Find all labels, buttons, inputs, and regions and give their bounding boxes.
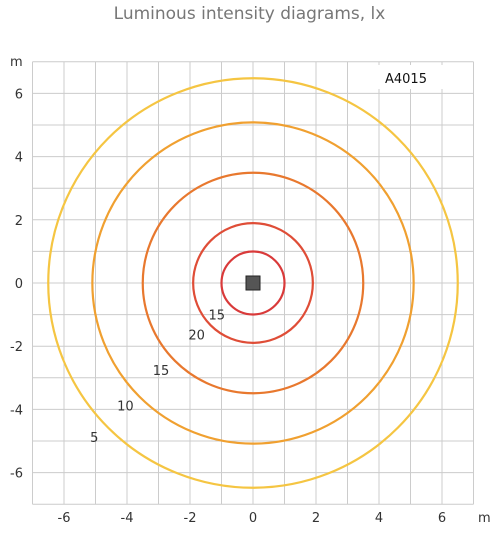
chart-title: Luminous intensity diagrams, lx: [113, 4, 386, 24]
model-label-box: [378, 65, 448, 89]
y-tick-label: 2: [15, 214, 23, 229]
contour-circle-2: [141, 171, 365, 395]
x-tick-label: 6: [438, 511, 446, 526]
x-unit-label: m: [478, 511, 491, 526]
x-tick-label: 0: [249, 511, 257, 526]
y-tick-label: 4: [15, 151, 23, 166]
contour-label-3: 20: [188, 328, 205, 343]
x-tick-label: -6: [58, 511, 71, 526]
contour-circle-3: [192, 222, 314, 344]
model-label: A4015: [385, 72, 427, 87]
x-tick-label: 4: [375, 511, 383, 526]
y-tick-label: -4: [10, 403, 23, 418]
contour-label-0: 5: [90, 431, 98, 446]
y-tick-label: -2: [10, 340, 23, 355]
contour-circle-4: [220, 250, 286, 316]
contour-circle-0: [47, 77, 459, 489]
x-tick-label: -2: [184, 511, 197, 526]
contour-label-4: 15: [208, 308, 225, 323]
y-tick-label: 6: [15, 87, 23, 102]
y-tick-label: 0: [15, 277, 23, 292]
fixture-marker: [245, 275, 261, 291]
y-unit-label: m: [10, 55, 23, 70]
x-tick-labels: -6 -4 -2 0 2 4 6: [58, 511, 447, 526]
contour-circle-1: [91, 121, 415, 445]
contour-label-1: 10: [117, 400, 134, 415]
contour-group: [47, 77, 459, 489]
y-tick-labels: 6 4 2 0 -2 -4 -6: [10, 87, 23, 481]
y-tick-label: -6: [10, 467, 23, 482]
x-tick-label: 2: [312, 511, 320, 526]
x-tick-label: -4: [121, 511, 134, 526]
contour-label-2: 15: [153, 364, 170, 379]
